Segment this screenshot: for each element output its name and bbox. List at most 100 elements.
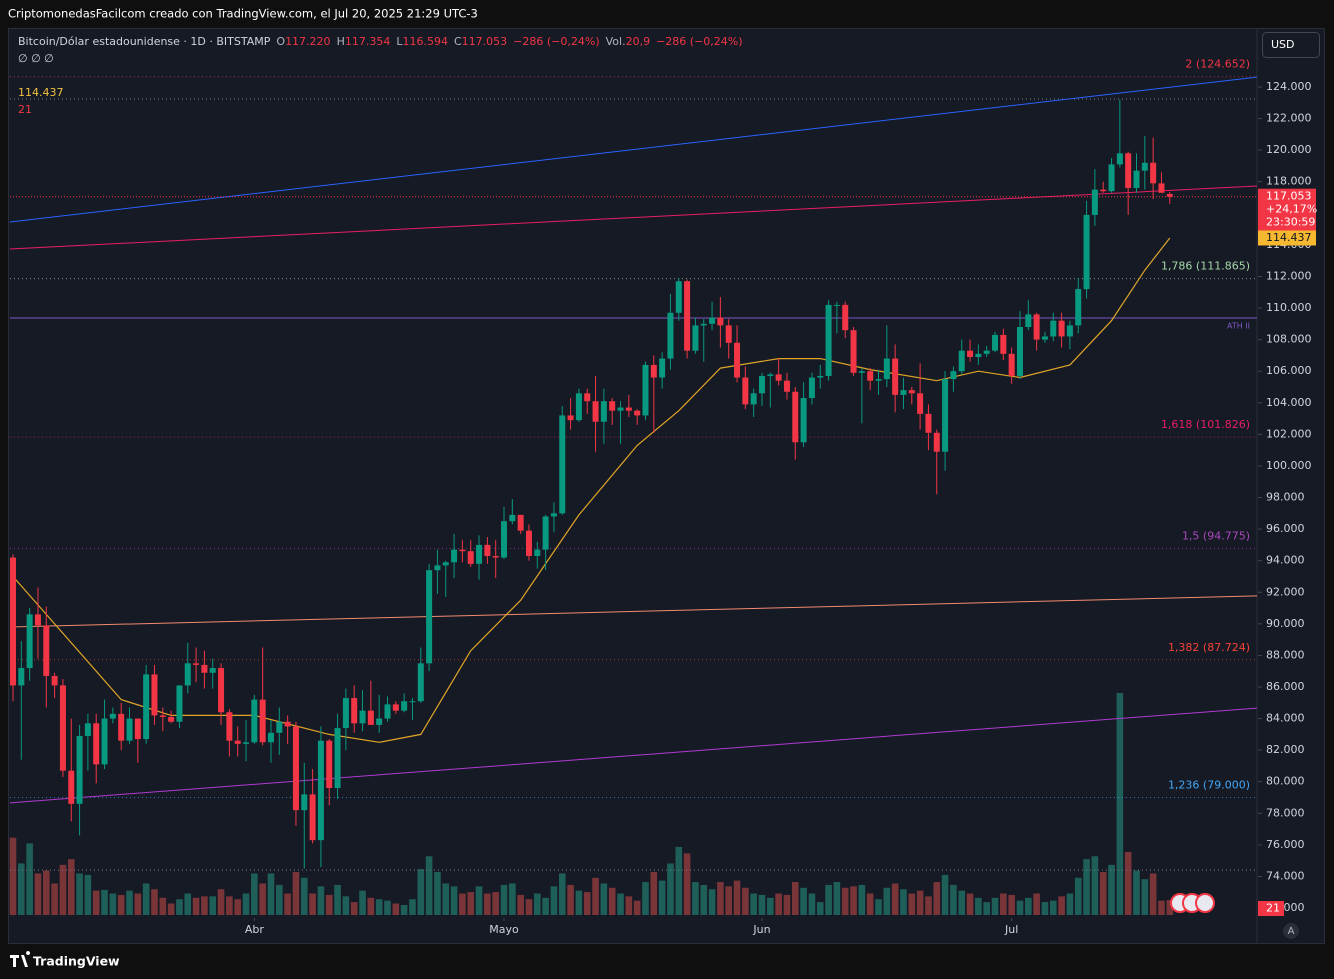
volume-bar: [533, 893, 541, 915]
volume-bar: [475, 886, 483, 915]
candle-body: [983, 350, 990, 354]
y-tick-label: 98.000: [1266, 491, 1305, 504]
volume-bar: [217, 889, 225, 915]
candle-body: [908, 390, 915, 394]
volume-bar: [384, 900, 391, 915]
candle-body: [126, 718, 133, 741]
volume-bar: [126, 890, 133, 915]
volume-bar: [717, 882, 724, 915]
candle-body: [659, 358, 666, 378]
candle-body: [867, 371, 874, 381]
candle-body: [1100, 189, 1107, 192]
candle-body: [334, 728, 341, 789]
candle-body: [93, 723, 100, 765]
last-price: 117.053: [1266, 190, 1312, 203]
candle-body: [209, 668, 216, 673]
volume-bar: [1141, 879, 1149, 915]
candle-body: [84, 723, 91, 736]
volume-bar: [1108, 864, 1115, 915]
candle-body: [559, 415, 566, 514]
candle-body: [226, 712, 233, 741]
volume-bar: [517, 894, 524, 915]
candle-body: [783, 380, 790, 392]
volume-bar: [767, 897, 774, 915]
volume-bar: [267, 873, 275, 915]
last-price-change: +24,17%: [1266, 203, 1317, 216]
ohlc-value: 117.053: [462, 35, 508, 48]
candle-body: [767, 374, 774, 376]
candle-body: [684, 281, 691, 351]
volume-bar: [226, 896, 233, 915]
candle-body: [168, 717, 175, 722]
y-tick-label: 110.000: [1266, 301, 1312, 314]
candle-body: [76, 735, 83, 804]
volume-bar: [1091, 856, 1099, 915]
ohlc-key: C: [454, 35, 462, 48]
candle-body: [617, 407, 624, 411]
candle-body: [184, 663, 191, 686]
volume-bar: [1049, 900, 1057, 915]
candle-body: [426, 570, 433, 664]
scale-mode: A: [1288, 926, 1295, 937]
volume-bar: [658, 880, 666, 915]
event-flag[interactable]: [1195, 893, 1215, 913]
volume-bar: [866, 893, 874, 915]
candle-body: [642, 364, 649, 416]
volume-bar: [525, 899, 533, 915]
volume-bar: [1033, 893, 1040, 915]
volume-bar: [151, 889, 158, 915]
volume-bar: [392, 903, 400, 915]
volume-bar: [800, 887, 807, 915]
volume-bar: [683, 853, 691, 915]
candle-body: [134, 718, 141, 740]
candle-body: [417, 663, 424, 702]
volume-bar: [1166, 900, 1174, 915]
candle-body: [267, 732, 274, 743]
candle-body: [251, 699, 258, 743]
volume-bar: [101, 889, 108, 915]
volume-bar: [991, 897, 999, 915]
volume-bar: [34, 873, 42, 915]
candle-body: [342, 698, 349, 729]
candle-body: [600, 401, 607, 422]
candle-body: [301, 794, 308, 811]
candle-body: [883, 358, 890, 380]
candle-body: [434, 565, 441, 571]
candle-body: [284, 721, 291, 727]
candle-body: [317, 740, 324, 841]
scale-button[interactable]: [1283, 923, 1299, 939]
volume-bar: [941, 874, 949, 915]
candle-body: [800, 398, 807, 443]
axes: ATH II 2 (124.652) 1,786 (111.865) 1,618 (1…: [245, 58, 1317, 936]
volume-bar: [933, 882, 941, 915]
volume-bar: [1041, 902, 1049, 915]
candle-body: [376, 718, 383, 725]
volume-bar: [1124, 851, 1132, 915]
volume-bar: [900, 889, 907, 915]
candle-body: [59, 685, 66, 771]
candle-body: [892, 358, 899, 395]
y-tick-label: 102.000: [1266, 427, 1312, 440]
volume-bar: [184, 893, 192, 915]
volume-bar: [1116, 693, 1124, 915]
volume-bar: [808, 893, 816, 915]
candle-body: [243, 742, 250, 744]
volume-bar: [975, 897, 982, 915]
volume-bar: [26, 843, 33, 915]
volume-bar: [891, 883, 899, 915]
candle-body: [501, 521, 508, 558]
volume-bar: [67, 859, 75, 915]
brand-logo: [10, 951, 31, 967]
candle-body: [917, 393, 924, 414]
indicator-toggles[interactable]: ∅ ∅ ∅: [18, 52, 54, 65]
volume-bar: [259, 883, 266, 915]
y-tick-label: 80.000: [1266, 775, 1305, 788]
currency-button[interactable]: [1262, 32, 1320, 58]
ema-length: 21: [18, 103, 32, 116]
volume-bar: [459, 893, 466, 915]
fib-label: 1,5 (94.775): [1182, 529, 1250, 542]
volume-bar: [484, 893, 491, 915]
fib-label: 1,618 (101.826): [1161, 418, 1250, 431]
candle-body: [309, 794, 316, 841]
candle-body: [525, 530, 532, 556]
